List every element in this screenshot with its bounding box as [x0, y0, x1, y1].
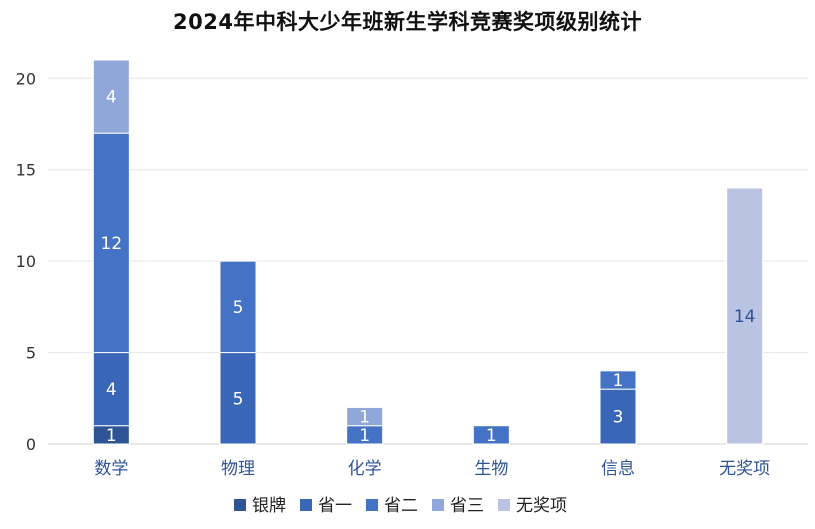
bar-segment — [219, 352, 257, 445]
data-label: 14 — [734, 307, 756, 327]
bar-segment — [346, 406, 384, 427]
legend-entry: 省二 — [384, 496, 418, 516]
legend-entry: 无奖项 — [516, 496, 567, 516]
x-tick-label: 无奖项 — [719, 459, 770, 479]
data-label: 12 — [101, 234, 123, 254]
data-label: 5 — [233, 389, 244, 409]
legend-swatch — [300, 499, 312, 511]
data-label: 5 — [233, 298, 244, 318]
x-tick-label: 信息 — [601, 459, 635, 479]
legend-entry: 省三 — [450, 496, 484, 516]
data-label: 1 — [359, 426, 370, 446]
data-label: 1 — [106, 426, 117, 446]
bar-segment — [726, 187, 764, 445]
legend-swatch — [366, 499, 378, 511]
data-label: 4 — [106, 380, 117, 400]
bar-segment — [92, 352, 130, 427]
y-tick-label: 0 — [26, 435, 36, 454]
y-tick-label: 5 — [26, 344, 36, 363]
legend-entry: 省一 — [318, 496, 352, 516]
y-tick-label: 10 — [16, 252, 36, 271]
bar-segment — [472, 425, 510, 445]
data-label: 4 — [106, 88, 117, 108]
data-label: 1 — [613, 371, 624, 391]
data-label: 3 — [613, 408, 624, 428]
chart-title: 2024年中科大少年班新生学科竞赛奖项级别统计 — [173, 10, 642, 34]
bar-segment — [599, 370, 637, 390]
data-label: 1 — [359, 408, 370, 428]
legend-swatch — [498, 499, 510, 511]
data-label: 1 — [486, 426, 497, 446]
bar-segment — [219, 260, 257, 354]
x-tick-label: 生物 — [474, 459, 508, 479]
y-tick-label: 20 — [16, 69, 36, 88]
bar-segment — [92, 59, 130, 134]
bar-segment — [92, 132, 130, 354]
x-tick-label: 物理 — [221, 459, 255, 479]
legend-entry: 银牌 — [252, 496, 286, 516]
y-tick-label: 15 — [16, 161, 36, 180]
legend-swatch — [234, 499, 246, 511]
x-tick-label: 数学 — [94, 459, 128, 479]
bar-segment — [599, 388, 637, 445]
x-tick-label: 化学 — [348, 459, 382, 479]
legend-swatch — [432, 499, 444, 511]
